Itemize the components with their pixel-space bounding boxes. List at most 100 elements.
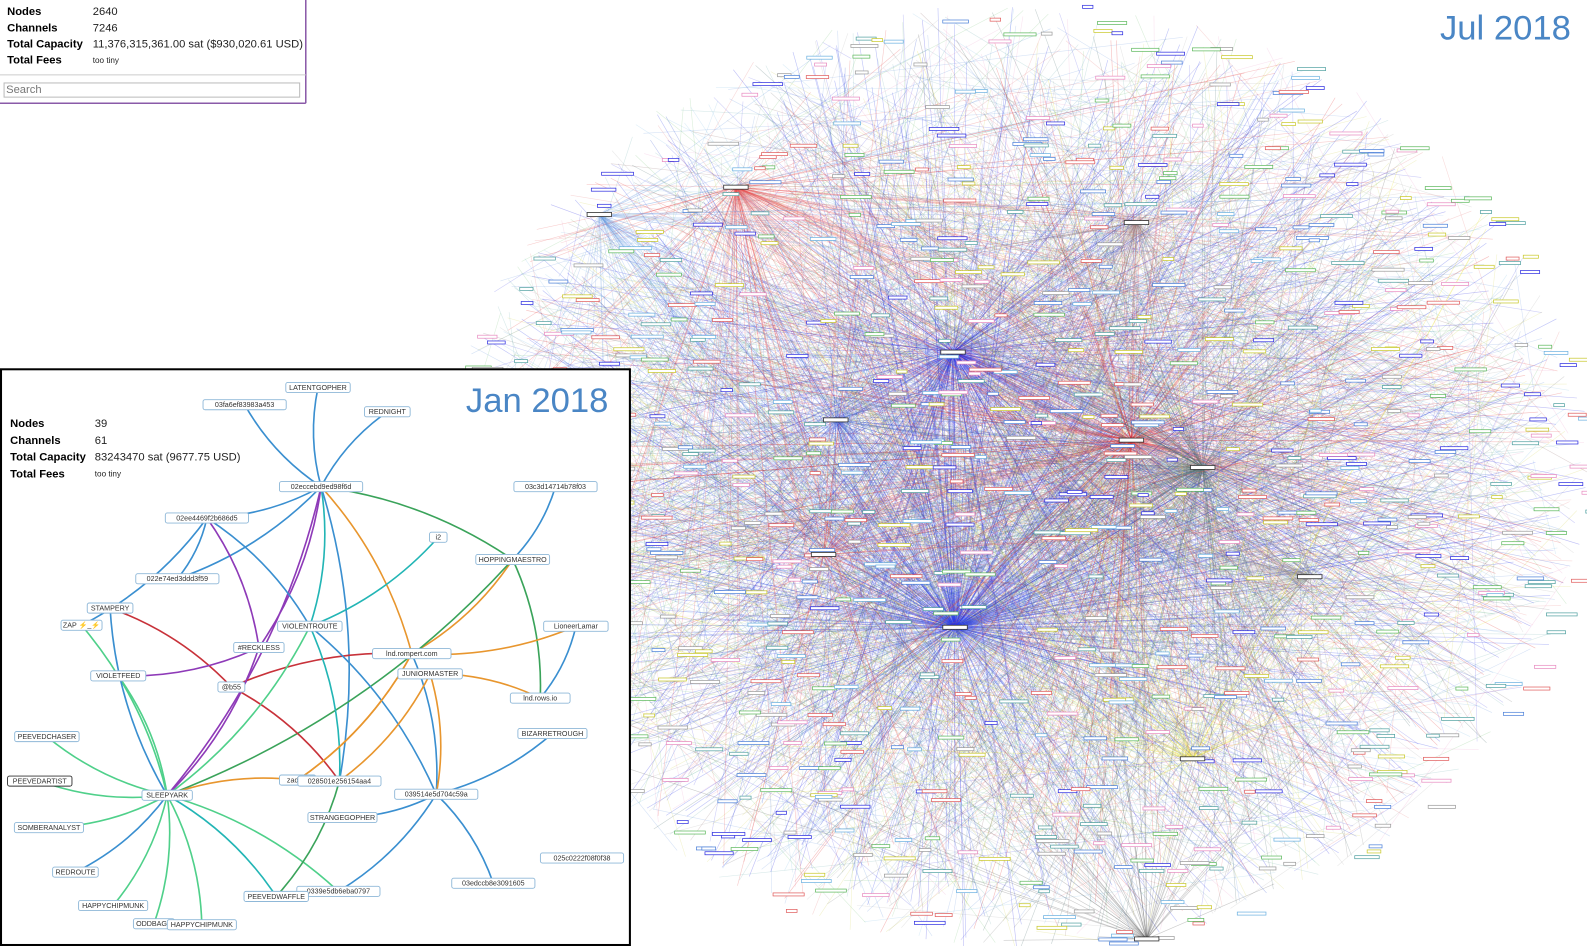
- channel-line: [598, 144, 1156, 409]
- channel-line: [1316, 366, 1485, 565]
- node-label-box: [1101, 756, 1129, 761]
- node-label-box: [1281, 122, 1296, 126]
- node-label-box: [999, 699, 1029, 704]
- hub-channel-line: [952, 351, 1508, 536]
- channel-line: [607, 547, 905, 685]
- node-label-box: [1035, 835, 1058, 840]
- channel-line: [545, 274, 1134, 678]
- channel-line: [605, 177, 919, 816]
- hub-channel-line: [952, 351, 1156, 865]
- node-label-box: [1359, 487, 1375, 492]
- channel-line: [988, 454, 1017, 649]
- node-label-box: [1066, 490, 1083, 494]
- channel-line: [575, 511, 1436, 567]
- channel-line: [682, 377, 924, 671]
- channel-line: [985, 208, 1074, 735]
- hub-channel-line: [952, 352, 956, 827]
- node-label-box: [1244, 165, 1274, 169]
- node-label-box: [1035, 362, 1056, 367]
- channel-line: [779, 166, 1085, 424]
- channel-line: [594, 311, 771, 486]
- search-placeholder[interactable]: Search: [6, 84, 41, 96]
- hub-channel-line: [925, 352, 954, 940]
- channel-line: [831, 397, 1388, 581]
- node-label-box: [1172, 427, 1184, 431]
- channel-line: [965, 408, 1280, 777]
- node-label-box: [514, 359, 528, 364]
- channel-line: [1321, 495, 1406, 761]
- node-label-box: [878, 159, 904, 164]
- search-box[interactable]: [3, 82, 301, 98]
- node-label-box: [608, 249, 635, 254]
- node: LioneerLamar: [543, 620, 609, 632]
- channel-line: [794, 315, 969, 676]
- hub-channel-line: [952, 351, 1023, 472]
- channel-line: [660, 185, 1535, 393]
- channel-line: [971, 307, 1290, 541]
- node-label-box: [1369, 728, 1390, 733]
- node-label-box: [941, 637, 961, 642]
- channel-line: [537, 207, 1392, 360]
- stat-label: Channels: [10, 435, 60, 447]
- node-label-box: [894, 838, 913, 842]
- node-label-box: [1187, 918, 1205, 922]
- channel-line: [926, 309, 1410, 411]
- node-label-box: [744, 521, 762, 525]
- channel-line: [638, 517, 740, 804]
- channel-line: [739, 304, 1327, 713]
- channel-line: [1060, 746, 1106, 790]
- channel-line: [659, 216, 1192, 545]
- node-label-box: [477, 334, 498, 339]
- channel-line: [653, 217, 1253, 731]
- node-label-box: [844, 153, 865, 157]
- node-label-box: [1131, 420, 1165, 425]
- node-label-box: [954, 512, 976, 517]
- channel-line: [1168, 192, 1402, 229]
- channel-line: [1456, 311, 1485, 634]
- channel-line: [1318, 651, 1396, 760]
- channel-line: [781, 137, 1140, 231]
- node-label-box: [732, 167, 753, 172]
- node-label-box: [1368, 844, 1383, 849]
- node-label-box: [701, 846, 717, 851]
- node-label-box: [1161, 60, 1183, 65]
- channel-line: [877, 58, 999, 563]
- channel-line: [950, 587, 1120, 676]
- node-label-box: [956, 165, 971, 170]
- hub-channel-line: [828, 138, 954, 353]
- channel-line: [1064, 470, 1275, 881]
- channel-line: [1168, 285, 1294, 768]
- channel-line: [665, 144, 1209, 671]
- node-label-box: [870, 313, 891, 318]
- channel-line: [739, 371, 1303, 551]
- node-label-box: [1450, 556, 1470, 560]
- node-label-box: [1376, 733, 1395, 738]
- channel-line: [659, 397, 1083, 497]
- channel-line: [758, 80, 1016, 832]
- hub-channel-line: [952, 178, 1096, 353]
- channel-line: [918, 245, 1138, 936]
- node-label-box: [921, 789, 948, 794]
- channel-line: [999, 380, 1258, 651]
- node-label-box: [1296, 678, 1322, 683]
- hub-channel-line: [952, 351, 1577, 399]
- channel-line: [1099, 686, 1522, 752]
- channel-line: [1168, 339, 1405, 614]
- channel-line: [709, 451, 1524, 660]
- node-label-box: [1101, 423, 1125, 428]
- channel-line: [748, 819, 1038, 865]
- hub-channel-line: [738, 351, 954, 621]
- channel-line: [875, 536, 1128, 556]
- hub-channel-line: [952, 351, 1534, 604]
- channel-line: [893, 331, 1357, 514]
- channel-line: [1216, 73, 1303, 880]
- node-label-box: [809, 548, 836, 552]
- channel-line: [1328, 468, 1585, 562]
- node-label-box: [815, 888, 847, 893]
- node-label-box: [1525, 427, 1550, 432]
- node-label-box: [1160, 210, 1188, 215]
- node-label-box: [896, 369, 908, 374]
- channel-line: [1137, 328, 1252, 801]
- stat-value: 11,376,315,361.00 sat ($930,020.61 USD): [93, 38, 303, 50]
- node-label-box: [1397, 620, 1415, 625]
